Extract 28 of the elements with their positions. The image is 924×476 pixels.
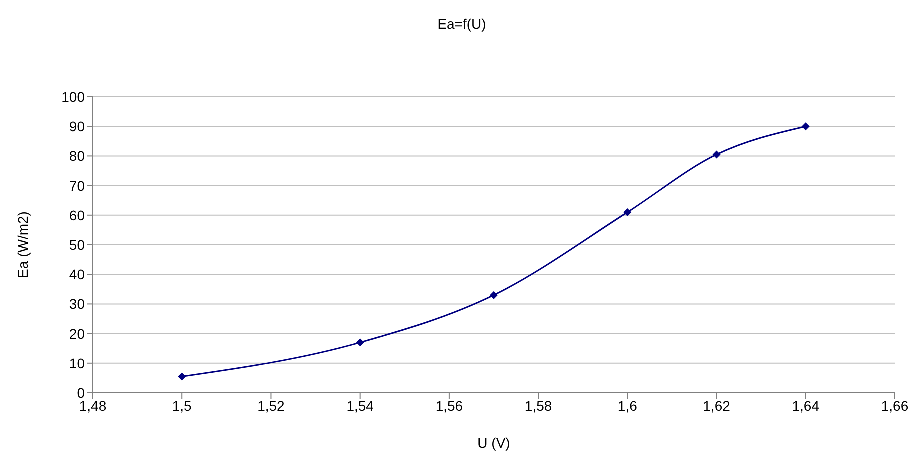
y-tick-label: 70: [69, 178, 86, 194]
x-tick-label: 1,56: [436, 398, 464, 414]
x-tick-label: 1,64: [792, 398, 820, 414]
y-tick-label: 100: [62, 88, 86, 105]
x-tick-label: 1,62: [703, 398, 731, 414]
y-tick-label: 30: [69, 296, 86, 312]
y-tick-label: 80: [69, 148, 86, 164]
y-tick-label: 50: [69, 236, 86, 253]
point: [178, 372, 186, 381]
point: [624, 208, 632, 216]
y-tick-label: 60: [69, 207, 86, 224]
y-axis-title: Ea (W/m2): [14, 212, 31, 278]
x-tick-label: 1,5: [172, 398, 192, 414]
x-tick-label: 1,58: [524, 398, 552, 414]
x-tick-label: 1,6: [618, 398, 638, 414]
point: [802, 122, 810, 131]
point: [356, 338, 364, 347]
chart-title: Ea=f(U): [436, 16, 488, 32]
point: [490, 291, 498, 300]
y-tick-label: 90: [69, 118, 86, 135]
y-tick-label: 20: [69, 326, 86, 342]
point: [712, 150, 721, 159]
x-axis-title: U (V): [478, 435, 510, 451]
y-tick-label: 40: [69, 266, 86, 283]
x-tick-label: 1,54: [346, 398, 374, 414]
x-tick-label: 1,52: [258, 398, 286, 414]
x-tick-label: 1,66: [881, 398, 909, 414]
y-tick-label: 10: [69, 355, 86, 372]
